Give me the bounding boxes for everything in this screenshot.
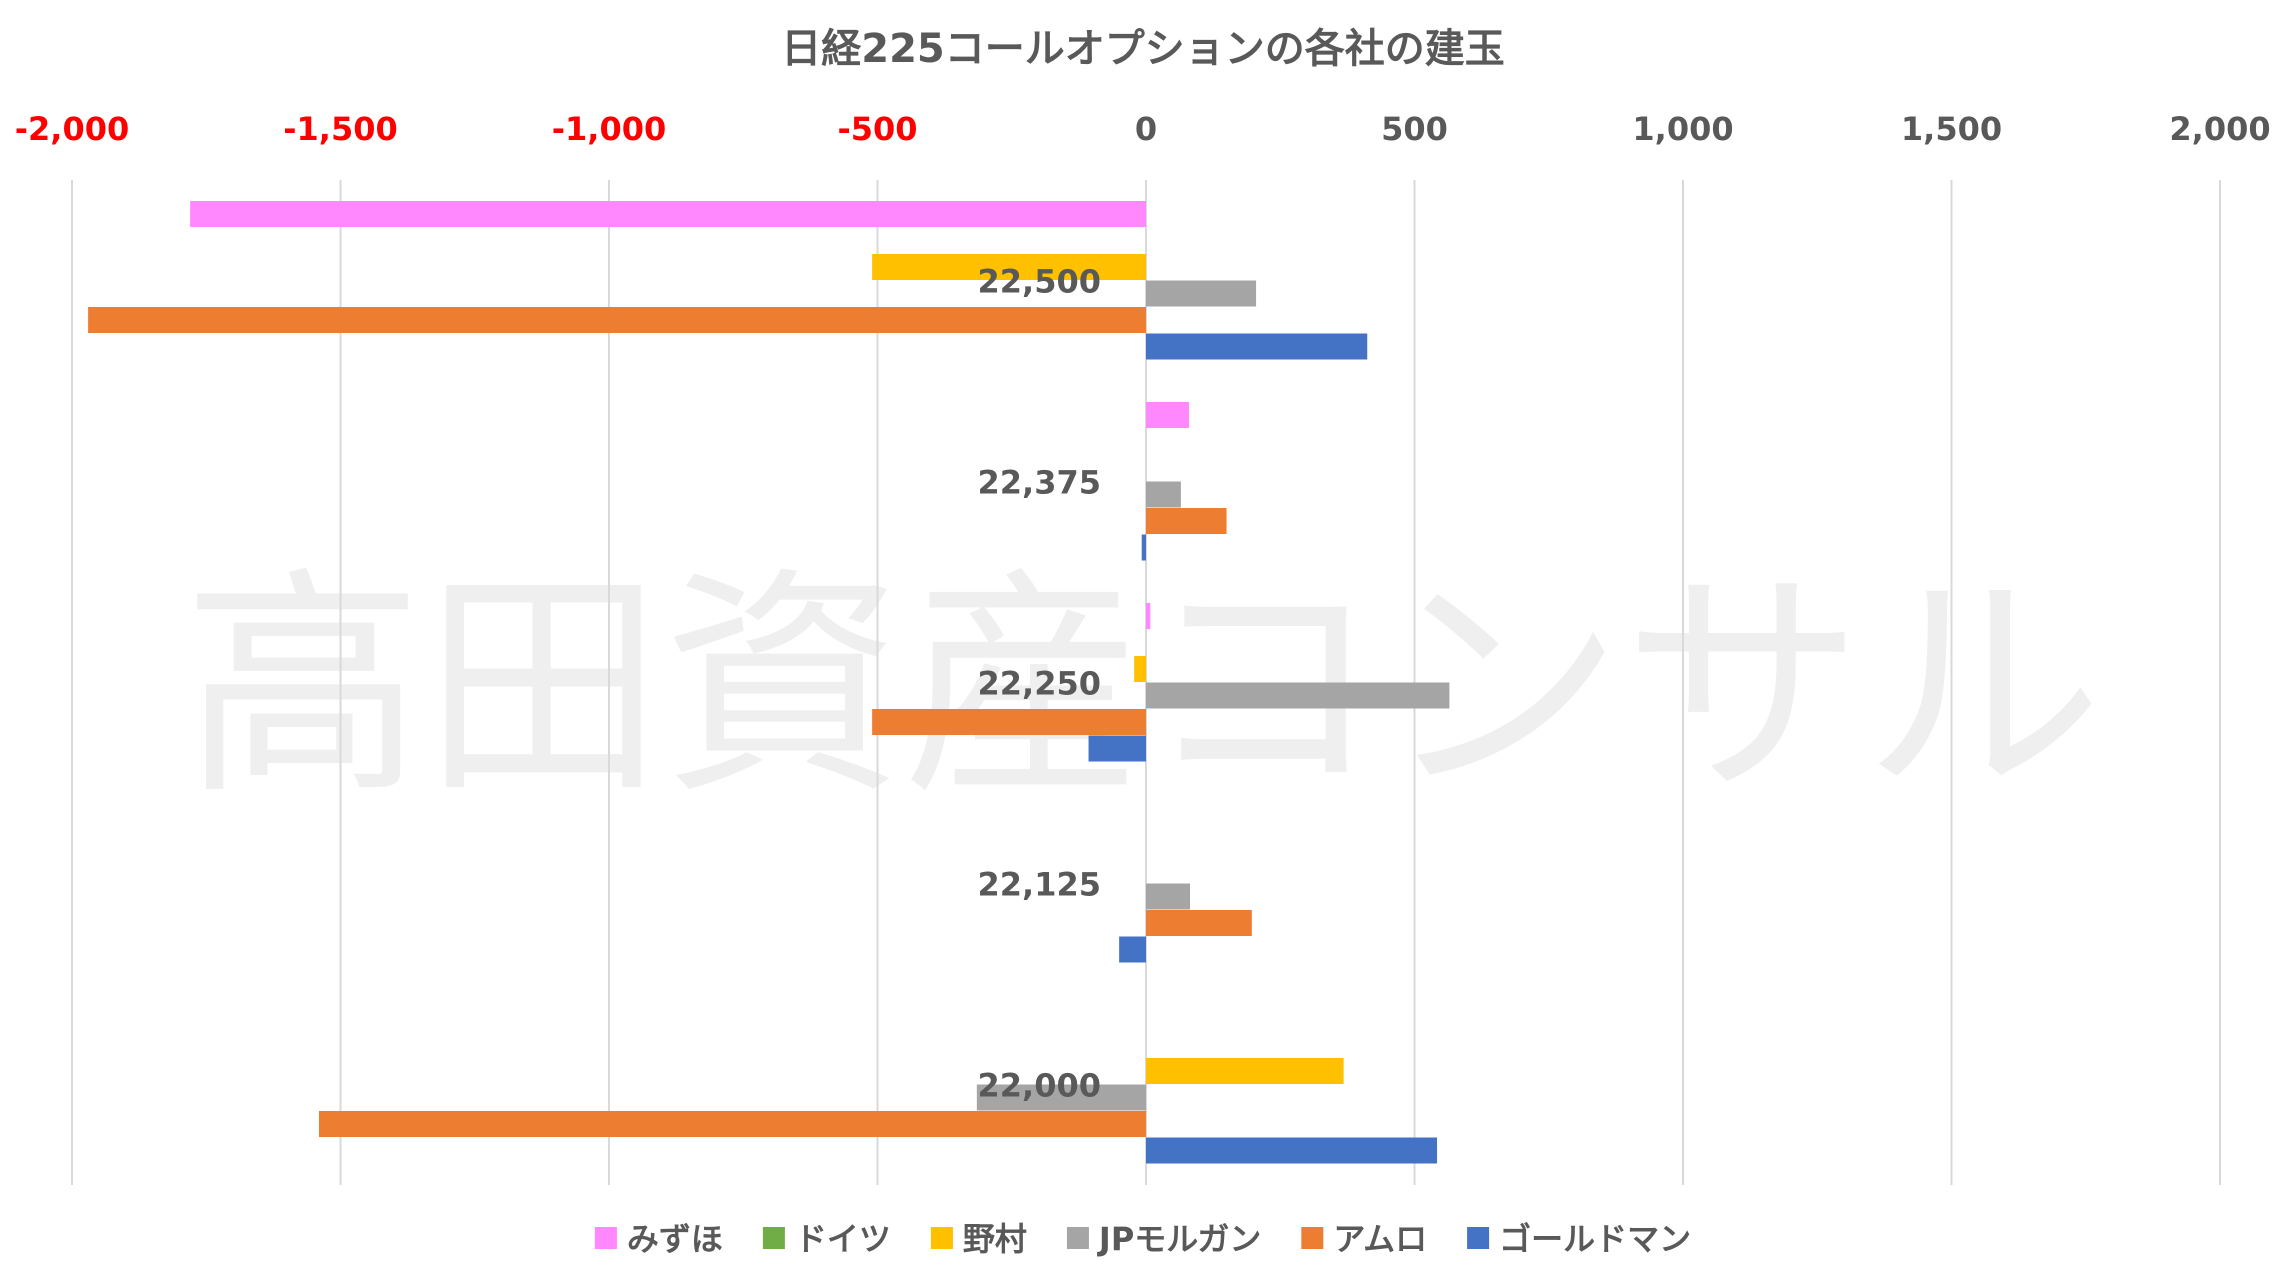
bar-5-cat-4 bbox=[1146, 910, 1252, 936]
bar-6-cat-1 bbox=[1146, 333, 1368, 360]
legend-label: みずほ bbox=[627, 1220, 723, 1258]
x-tick-label: 500 bbox=[1381, 110, 1448, 148]
bar-1-cat-3 bbox=[1146, 603, 1151, 629]
legend: みずほ ドイツ 野村 JPモルガン アムロ ゴールドマン bbox=[594, 1220, 1691, 1258]
x-tick-label: 2,000 bbox=[2169, 110, 2270, 148]
bar-6-cat-2 bbox=[1141, 534, 1146, 561]
watermark-text: 高田資産コンサル bbox=[183, 547, 2103, 827]
category-label: 22,000 bbox=[978, 1067, 1101, 1105]
legend-swatch bbox=[1301, 1227, 1324, 1249]
x-tick-label: -1,000 bbox=[552, 110, 667, 148]
legend-label: 野村 bbox=[963, 1220, 1027, 1258]
bar-1-cat-1 bbox=[190, 201, 1146, 227]
x-axis-ticks: -2,000 -1,500 -1,000 -500 0 500 1,000 1,500 2,00… bbox=[15, 110, 2271, 148]
bar-3-cat-3 bbox=[1134, 656, 1146, 682]
legend-label: ドイツ bbox=[795, 1220, 891, 1258]
bar-3-cat-1 bbox=[872, 254, 1146, 280]
x-tick-label: -1,500 bbox=[283, 110, 398, 148]
legend-swatch bbox=[930, 1227, 953, 1249]
x-tick-label: 0 bbox=[1135, 110, 1157, 148]
legend-label: アムロ bbox=[1333, 1220, 1427, 1258]
legend-swatch bbox=[594, 1227, 617, 1249]
bar-4-cat-4 bbox=[1146, 883, 1191, 910]
bar-5-cat-3 bbox=[872, 709, 1146, 735]
x-tick-label: 1,000 bbox=[1632, 110, 1733, 148]
bar-6-cat-4 bbox=[1119, 936, 1146, 963]
bar-4-cat-3 bbox=[1146, 682, 1450, 709]
legend-swatch bbox=[1467, 1227, 1490, 1249]
x-tick-label: -2,000 bbox=[15, 110, 130, 148]
bars bbox=[88, 201, 1450, 1164]
category-label: 22,250 bbox=[978, 665, 1101, 703]
bar-5-cat-1 bbox=[88, 307, 1147, 333]
bar-5-cat-5 bbox=[319, 1111, 1146, 1137]
x-tick-label: 1,500 bbox=[1901, 110, 2002, 148]
bar-4-cat-1 bbox=[1146, 280, 1257, 307]
legend-swatch bbox=[1066, 1227, 1089, 1249]
legend-label: JPモルガン bbox=[1097, 1220, 1261, 1258]
bar-5-cat-2 bbox=[1146, 508, 1227, 534]
bar-6-cat-5 bbox=[1146, 1137, 1438, 1164]
bar-3-cat-5 bbox=[1146, 1058, 1344, 1084]
bar-4-cat-5 bbox=[976, 1084, 1146, 1111]
bar-1-cat-2 bbox=[1146, 402, 1189, 428]
chart-title: 日経225コールオプションの各社の建玉 bbox=[781, 26, 1505, 72]
bar-4-cat-2 bbox=[1146, 481, 1181, 508]
legend-label: ゴールドマン bbox=[1499, 1220, 1691, 1258]
category-label: 22,375 bbox=[978, 464, 1101, 502]
category-labels: 22,500 22,375 22,250 22,125 22,000 bbox=[978, 263, 1101, 1105]
legend-swatch bbox=[762, 1227, 785, 1249]
bar-6-cat-3 bbox=[1088, 735, 1146, 762]
category-label: 22,125 bbox=[978, 866, 1101, 904]
category-label: 22,500 bbox=[978, 263, 1101, 301]
x-tick-label: -500 bbox=[837, 110, 917, 148]
